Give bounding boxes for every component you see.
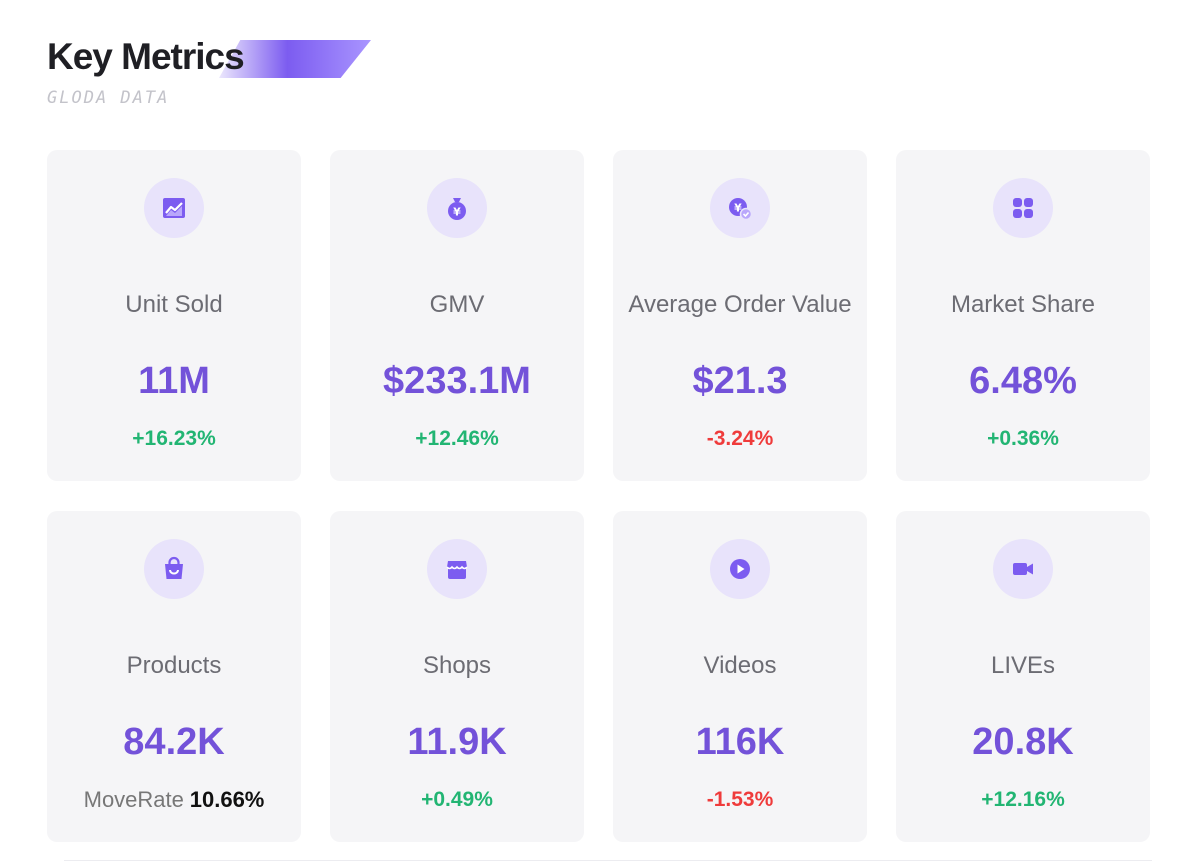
metric-label: Unit Sold — [125, 291, 223, 318]
metric-label: Videos — [703, 652, 777, 679]
metric-value: 84.2K — [123, 721, 225, 763]
title-wrap: Key Metrics — [47, 34, 371, 82]
icon-circle — [144, 539, 204, 599]
yen-check-icon: ¥ — [729, 198, 753, 221]
metric-label: Market Share — [950, 291, 1096, 318]
metric-label: LIVEs — [990, 652, 1056, 679]
metric-change: +0.36% — [987, 427, 1059, 450]
metric-card-gmv[interactable]: ¥ GMV $233.1M +12.46% — [330, 150, 584, 481]
play-icon — [730, 559, 750, 579]
page-title: Key Metrics — [47, 36, 245, 77]
metric-change: +12.16% — [981, 788, 1065, 811]
metric-label: Average Order Value — [628, 291, 852, 318]
icon-circle: ¥ — [710, 178, 770, 238]
metric-change: +12.46% — [415, 427, 499, 450]
metric-value: $233.1M — [383, 360, 531, 402]
icon-circle — [993, 539, 1053, 599]
metric-label: GMV — [429, 291, 485, 318]
metric-value: 20.8K — [972, 721, 1074, 763]
page-subtitle: GLODA DATA — [47, 88, 170, 108]
money-bag-icon: ¥ — [448, 198, 466, 220]
moverate-label: MoveRate — [83, 787, 184, 812]
metric-change: -1.53% — [706, 788, 774, 811]
metric-card-products[interactable]: Products 84.2K MoveRate 10.66% — [47, 511, 301, 842]
metric-change: -3.24% — [706, 427, 774, 450]
metric-value: 11.9K — [407, 721, 507, 763]
shopping-bag-icon — [165, 556, 183, 579]
icon-circle — [993, 178, 1053, 238]
metric-value: 6.48% — [969, 360, 1077, 402]
storefront-icon — [446, 561, 468, 579]
moverate-value: 10.66% — [189, 787, 265, 812]
title-decoration — [219, 40, 371, 78]
grid-blocks-icon — [1013, 198, 1033, 218]
metric-card-videos[interactable]: Videos 116K -1.53% — [613, 511, 867, 842]
metric-value: $21.3 — [692, 360, 788, 402]
header: Key Metrics GLODA DATA — [47, 34, 371, 108]
metric-change: +16.23% — [132, 427, 216, 450]
icon-circle: ¥ — [427, 178, 487, 238]
icon-circle — [427, 539, 487, 599]
metric-value: 116K — [695, 721, 785, 763]
metric-card-market-share[interactable]: Market Share 6.48% +0.36% — [896, 150, 1150, 481]
metric-card-average-order-value[interactable]: ¥ Average Order Value $21.3 -3.24% — [613, 150, 867, 481]
metric-card-shops[interactable]: Shops 11.9K +0.49% — [330, 511, 584, 842]
metric-change: +0.49% — [421, 788, 493, 811]
svg-text:¥: ¥ — [453, 206, 461, 219]
video-camera-icon — [1013, 563, 1033, 575]
metric-label: Shops — [422, 652, 492, 679]
icon-circle — [144, 178, 204, 238]
trend-chart-icon — [163, 198, 185, 218]
divider — [64, 860, 1152, 861]
metric-value: 11M — [138, 360, 210, 402]
moverate-row: MoveRate 10.66% — [47, 787, 301, 814]
metric-label: Products — [126, 652, 222, 679]
metric-card-lives[interactable]: LIVEs 20.8K +12.16% — [896, 511, 1150, 842]
metric-card-unit-sold[interactable]: Unit Sold 11M +16.23% — [47, 150, 301, 481]
svg-text:¥: ¥ — [734, 202, 742, 215]
icon-circle — [710, 539, 770, 599]
